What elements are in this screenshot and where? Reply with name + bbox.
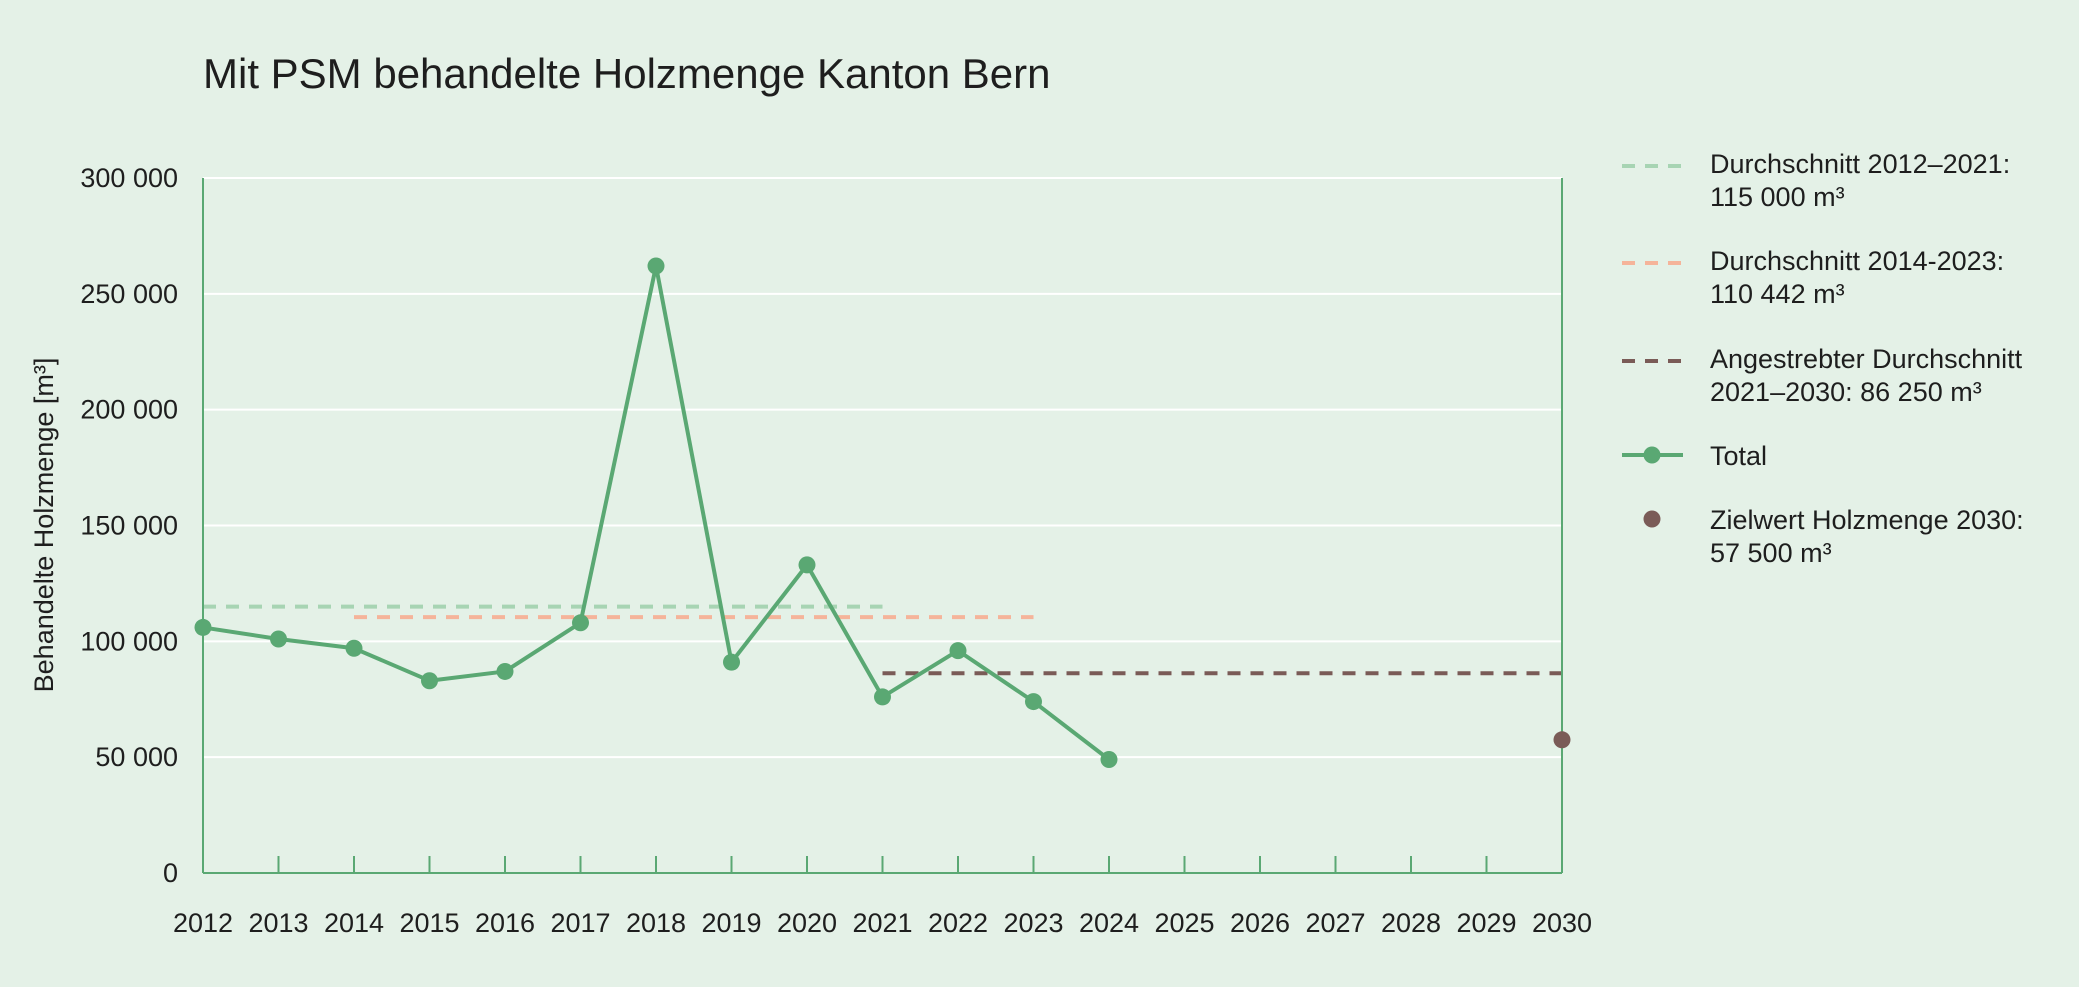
x-tick-label: 2013 [248, 908, 308, 938]
data-point [949, 642, 967, 660]
data-point [723, 653, 740, 671]
y-axis-ticks: 0 50 000 100 000 150 000 200 000 250 000 300 0… [80, 163, 178, 888]
data-point [798, 556, 816, 574]
legend-item: Total [1622, 441, 1767, 471]
x-tick-label: 2030 [1532, 908, 1592, 938]
reference-lines [203, 604, 1562, 676]
legend-label: 115 000 m³ [1710, 182, 1845, 212]
legend-item: Durchschnitt 2014-2023:110 442 m³ [1622, 246, 2004, 309]
x-tick-label: 2022 [928, 908, 988, 938]
series-line [202, 264, 1111, 762]
x-tick-label: 2028 [1381, 908, 1441, 938]
y-tick-label: 150 000 [80, 511, 178, 541]
x-tick-label: 2016 [475, 908, 535, 938]
legend-item: Durchschnitt 2012–2021:115 000 m³ [1622, 149, 2010, 212]
legend-label: Durchschnitt 2012–2021: [1710, 149, 2010, 179]
x-tick-label: 2017 [550, 908, 610, 938]
data-point [1100, 750, 1118, 768]
y-tick-label: 0 [163, 858, 178, 888]
x-tick-label: 2018 [626, 908, 686, 938]
legend-label: 57 500 m³ [1710, 538, 1832, 568]
x-tick-label: 2026 [1230, 908, 1290, 938]
data-point [270, 630, 287, 648]
y-tick-label: 200 000 [80, 395, 178, 425]
data-point [194, 618, 212, 636]
legend-swatch-marker [1643, 446, 1661, 464]
target-point [1553, 731, 1571, 749]
target-points [1553, 731, 1571, 749]
x-tick-label: 2029 [1456, 908, 1516, 938]
legend-label: Angestrebter Durchschnitt [1710, 344, 2023, 374]
legend-item: Zielwert Holzmenge 2030:57 500 m³ [1643, 505, 2024, 568]
x-tick-label: 2020 [777, 908, 837, 938]
data-point [1025, 693, 1042, 711]
y-tick-label: 250 000 [80, 279, 178, 309]
legend-label: Zielwert Holzmenge 2030: [1710, 505, 2024, 535]
x-tick-label: 2014 [324, 908, 384, 938]
x-tick-label: 2015 [399, 908, 459, 938]
legend-swatch-dot [1643, 510, 1661, 528]
chart-title: Mit PSM behandelte Holzmenge Kanton Bern [203, 50, 1051, 97]
x-tick-label: 2024 [1079, 908, 1139, 938]
gridlines [203, 177, 1562, 759]
y-tick-label: 50 000 [95, 742, 178, 772]
x-axis-ticks: 2012 2013 2014 2015 2016 2017 2018 2019 2020 2021… [173, 856, 1592, 938]
y-axis-label: Behandelte Holzmenge [m³] [29, 358, 59, 693]
data-point [874, 688, 891, 706]
legend-label: Durchschnitt 2014-2023: [1710, 246, 2004, 276]
x-tick-label: 2027 [1305, 908, 1365, 938]
y-tick-label: 300 000 [80, 163, 178, 193]
data-point [496, 662, 514, 680]
legend-label: Total [1710, 441, 1767, 471]
x-tick-label: 2021 [852, 908, 912, 938]
x-tick-label: 2023 [1003, 908, 1063, 938]
data-point [345, 639, 363, 657]
x-tick-label: 2019 [701, 908, 761, 938]
series-total [194, 257, 1118, 768]
data-point [572, 614, 589, 632]
y-tick-label: 100 000 [80, 626, 178, 656]
legend: Durchschnitt 2012–2021:115 000 m³Durchsc… [1622, 149, 2024, 568]
legend-label: 110 442 m³ [1710, 279, 1845, 309]
legend-label: 2021–2030: 86 250 m³ [1710, 377, 1982, 407]
data-point [647, 257, 665, 275]
x-tick-label: 2025 [1154, 908, 1214, 938]
data-point [421, 672, 438, 690]
x-tick-label: 2012 [173, 908, 233, 938]
